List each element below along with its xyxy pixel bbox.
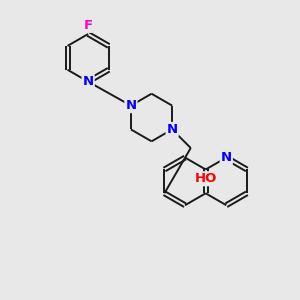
Text: HO: HO xyxy=(194,172,217,185)
Text: N: N xyxy=(82,75,94,88)
Text: N: N xyxy=(125,99,136,112)
Text: N: N xyxy=(167,123,178,136)
Text: N: N xyxy=(221,151,232,164)
Text: F: F xyxy=(84,19,93,32)
